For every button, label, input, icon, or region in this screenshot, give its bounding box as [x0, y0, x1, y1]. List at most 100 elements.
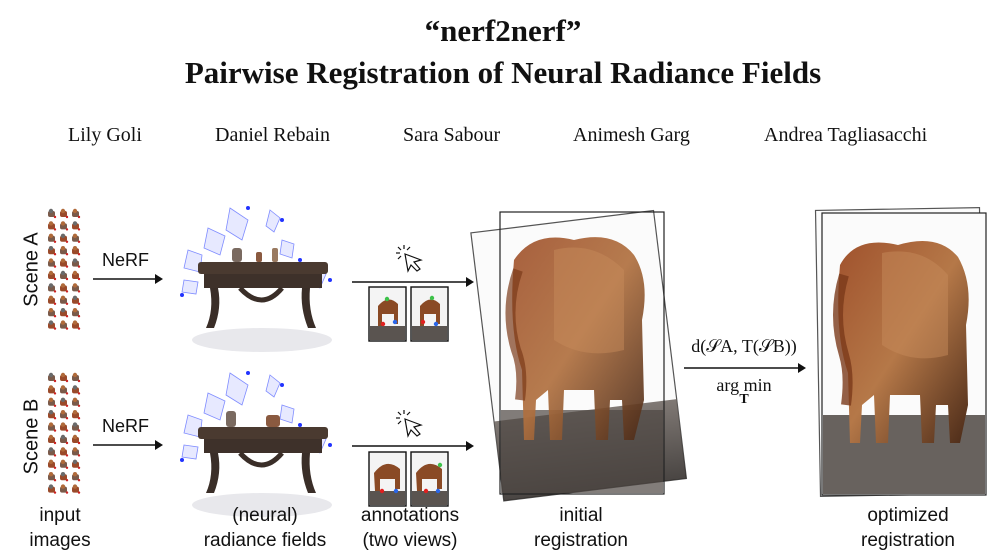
input-image-thumbnail	[60, 208, 69, 219]
cursor-click-icon	[396, 245, 423, 273]
input-image-thumbnail	[48, 320, 57, 330]
input-image-thumbnail	[72, 372, 81, 383]
caption-annotations-2: (two views)	[362, 530, 458, 551]
input-image-thumbnail	[60, 246, 69, 256]
input-image-thumbnail	[48, 422, 57, 432]
author-3: Sara Sabour	[403, 124, 501, 146]
caption-radiance-2: radiance fields	[203, 530, 327, 551]
input-image-thumbnail	[48, 459, 57, 469]
input-image-thumbnail	[48, 283, 57, 293]
input-image-thumbnail	[60, 320, 69, 330]
input-image-thumbnail	[48, 295, 57, 305]
input-image-thumbnail	[72, 270, 81, 281]
input-image-thumbnail	[60, 270, 69, 281]
input-image-thumbnail	[72, 233, 81, 243]
input-image-thumbnail	[60, 422, 69, 432]
input-image-thumbnail	[60, 372, 69, 383]
input-image-thumbnail	[48, 385, 57, 395]
input-image-thumbnail	[48, 308, 57, 318]
cursor-click-icon	[396, 410, 423, 438]
input-image-thumbnail	[48, 472, 57, 482]
input-image-thumbnail	[72, 258, 81, 268]
scene-b-label: Scene B	[20, 398, 43, 475]
input-image-thumbnail	[60, 447, 69, 457]
caption-optimized-2: registration	[861, 530, 955, 551]
elephant-sharp	[833, 241, 969, 443]
initial-registration-panel	[470, 209, 688, 502]
input-image-thumbnail	[60, 258, 69, 268]
input-image-thumbnail	[48, 270, 57, 281]
arrow-nerf-b	[93, 440, 163, 450]
input-image-thumbnail	[72, 385, 81, 395]
argmin-operator: arg min	[716, 375, 772, 395]
input-image-thumbnail	[72, 295, 81, 305]
input-image-thumbnail	[72, 434, 81, 445]
input-image-thumbnail	[72, 246, 81, 256]
caption-radiance-1: (neural)	[232, 505, 298, 526]
input-image-thumbnail	[72, 410, 81, 420]
arrow-nerf-a	[93, 274, 163, 284]
input-image-thumbnail	[48, 447, 57, 457]
author-5: Andrea Tagliasacchi	[764, 124, 928, 146]
input-image-thumbnail	[72, 308, 81, 318]
nerf-label-b: NeRF	[102, 416, 150, 436]
scene-a-label: Scene A	[20, 232, 43, 307]
paper-title-line-2: Pairwise Registration of Neural Radiance…	[184, 55, 822, 90]
argmin-variable: T	[739, 392, 749, 407]
input-image-thumbnail	[60, 459, 69, 469]
input-image-thumbnail	[60, 397, 69, 407]
input-image-thumbnail	[72, 283, 81, 293]
input-images-grid-a	[48, 208, 81, 330]
caption-annotations-1: annotations	[360, 505, 460, 526]
input-image-thumbnail	[60, 308, 69, 318]
caption-initial-2: registration	[534, 530, 628, 551]
paper-title-line-1: “nerf2nerf”	[424, 13, 582, 48]
radiance-field-b	[180, 371, 332, 517]
input-image-thumbnail	[60, 472, 69, 482]
optimized-registration-panel	[814, 206, 987, 498]
author-2: Daniel Rebain	[215, 124, 330, 146]
input-image-thumbnail	[48, 410, 57, 420]
input-image-thumbnail	[48, 434, 57, 445]
arrow-annotation-a	[352, 277, 474, 287]
input-image-thumbnail	[72, 320, 81, 330]
elephant-blurry	[505, 237, 645, 440]
input-image-thumbnail	[60, 233, 69, 243]
author-1: Lily Goli	[68, 124, 142, 146]
input-image-thumbnail	[60, 221, 69, 231]
caption-optimized-1: optimized	[867, 505, 949, 526]
input-image-thumbnail	[48, 258, 57, 268]
input-image-thumbnail	[72, 484, 81, 494]
input-image-thumbnail	[72, 221, 81, 231]
input-image-thumbnail	[48, 208, 57, 219]
input-image-thumbnail	[60, 385, 69, 395]
input-image-thumbnail	[60, 434, 69, 445]
input-image-thumbnail	[48, 372, 57, 383]
radiance-field-a	[180, 206, 332, 352]
caption-initial-1: initial	[559, 505, 603, 526]
input-image-thumbnail	[60, 410, 69, 420]
annotation-views-b	[368, 451, 449, 507]
objective-formula: d(𝒮A, T(𝒮B))	[691, 336, 797, 356]
input-image-thumbnail	[60, 283, 69, 293]
input-image-thumbnail	[72, 472, 81, 482]
input-image-thumbnail	[72, 447, 81, 457]
input-images-grid-b	[48, 372, 81, 494]
annotation-views-a	[368, 286, 449, 342]
input-image-thumbnail	[72, 208, 81, 219]
input-image-thumbnail	[72, 459, 81, 469]
input-image-thumbnail	[72, 422, 81, 432]
caption-input-2: images	[29, 530, 91, 551]
input-image-thumbnail	[48, 246, 57, 256]
input-image-thumbnail	[60, 295, 69, 305]
input-image-thumbnail	[72, 397, 81, 407]
caption-input-1: input	[39, 505, 81, 526]
input-image-thumbnail	[48, 484, 57, 494]
input-image-thumbnail	[60, 484, 69, 494]
input-image-thumbnail	[48, 221, 57, 231]
arrow-optimize	[684, 363, 806, 373]
arrow-annotation-b	[352, 441, 474, 451]
input-image-thumbnail	[48, 397, 57, 407]
author-4: Animesh Garg	[573, 124, 690, 146]
input-image-thumbnail	[48, 233, 57, 243]
